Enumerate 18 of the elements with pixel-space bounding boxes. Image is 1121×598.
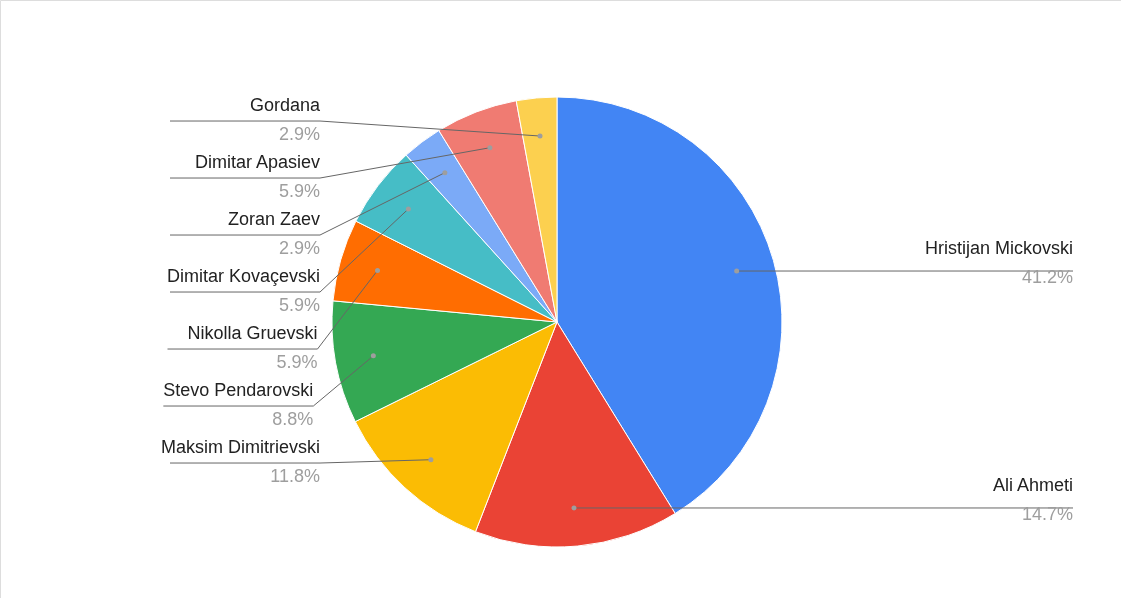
data-label: 5.9%	[276, 352, 318, 373]
slice-label: Dimitar Kovaçevski	[166, 266, 320, 287]
slice-label: Nikolla Gruevski	[187, 323, 318, 344]
data-label: 11.8%	[270, 466, 320, 487]
data-label: 41.2%	[1021, 267, 1073, 288]
slice-label: Ali Ahmeti	[992, 474, 1073, 495]
slice-label: Dimitar Apasiev	[194, 152, 320, 173]
data-label: 14.7%	[1021, 503, 1073, 524]
slice-label: Gordana	[249, 95, 321, 116]
data-label: 8.8%	[272, 409, 314, 430]
slice-label: Maksim Dimitrievski	[161, 437, 320, 458]
data-label: 2.9%	[278, 124, 320, 145]
data-label: 2.9%	[278, 238, 320, 259]
data-label: 5.9%	[278, 295, 320, 316]
slice-label: Stevo Pendarovski	[163, 380, 314, 401]
slice-label: Hristijan Mickovski	[924, 238, 1073, 259]
data-label: 5.9%	[278, 181, 320, 202]
slice-label: Zoran Zaev	[227, 209, 320, 230]
